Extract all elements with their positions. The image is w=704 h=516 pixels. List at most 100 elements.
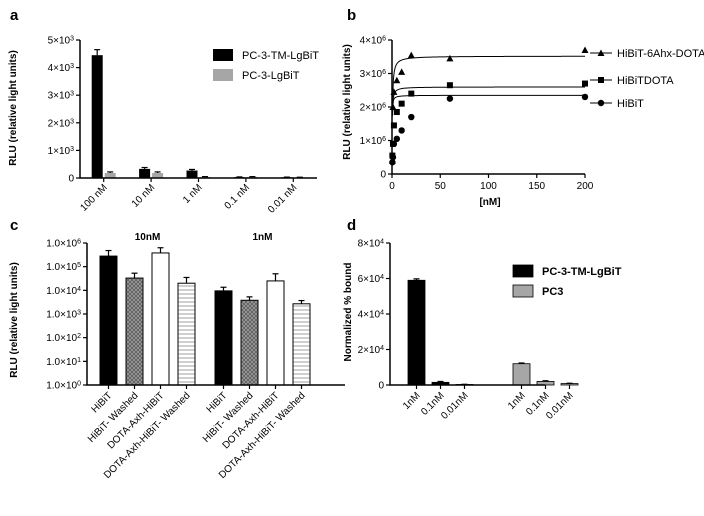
b-point — [408, 90, 415, 97]
c-y-tick-label: 1.0×100 — [46, 380, 81, 392]
svg-text:RLU (relative light units): RLU (relative light units) — [342, 44, 353, 160]
c-y-tick-label: 1.0×106 — [46, 238, 81, 250]
b-y-tick-label: 4×106 — [360, 35, 387, 47]
b-point — [581, 46, 589, 54]
panel-b-axes — [391, 40, 585, 175]
panel-c-axes — [86, 243, 345, 386]
b-point — [446, 54, 454, 62]
b-fit-curve — [391, 86, 585, 116]
b-point — [582, 80, 588, 87]
panel-a: a RLU (relative light units) 0 1×103 2×103… — [8, 7, 319, 216]
b-point — [390, 122, 397, 129]
b-point — [581, 93, 589, 101]
a-y-tick-label: 4×103 — [48, 63, 75, 75]
b-legend-marker — [598, 77, 604, 83]
panel-d-legend: PC-3-TM-LgBiT PC3 — [512, 264, 622, 298]
c-group-label: 10nM — [135, 232, 161, 243]
b-y-tick-label: 0 — [380, 170, 386, 181]
b-legend-marker — [597, 99, 605, 107]
svg-text:Normalized % bound: Normalized % bound — [343, 263, 354, 362]
a-legend-swatch — [213, 49, 233, 61]
panel-c: c RLU (relative light units) 1.0×1001.0×… — [9, 217, 345, 481]
c-bar — [214, 290, 233, 386]
panel-b-letter: b — [347, 7, 356, 24]
d-bar — [512, 363, 531, 386]
panel-a-letter: a — [10, 7, 19, 24]
panel-a-y-label: RLU (relative light units) — [8, 50, 19, 166]
panel-a-axes — [79, 40, 317, 179]
panel-b-x-label: [nM] — [479, 197, 500, 208]
b-y-tick-label: 1×106 — [360, 136, 387, 148]
b-point — [446, 95, 454, 102]
b-point — [393, 109, 400, 116]
b-point — [389, 154, 397, 161]
panel-d: d Normalized % bound 0 2×104 4×104 6×104 8×1… — [343, 217, 622, 422]
a-bar — [186, 170, 198, 178]
c-bar — [240, 299, 259, 386]
d-legend-label: PC-3-TM-LgBiT — [542, 266, 622, 278]
a-bar — [139, 168, 151, 178]
a-x-tick-label: 1 nM — [181, 182, 205, 206]
c-y-tick-label: 1.0×103 — [46, 309, 81, 321]
b-legend-label: HiBiT-6Ahx-DOTA — [617, 48, 704, 60]
b-legend-label: HiBiT — [617, 98, 644, 110]
panel-d-y-label: Normalized % bound — [343, 263, 354, 362]
d-bar — [407, 279, 426, 386]
a-bar — [91, 55, 103, 178]
d-x-tick-label: 0.01nM — [544, 390, 575, 421]
c-y-tick-label: 1.0×102 — [46, 333, 81, 345]
b-point — [407, 51, 415, 59]
d-legend-label: PC3 — [542, 286, 563, 298]
d-y-tick-label: 8×104 — [358, 238, 385, 250]
panel-b-y-label: RLU (relative light units) — [342, 44, 353, 160]
b-point — [398, 68, 406, 75]
b-point — [398, 127, 405, 134]
d-y-tick-label: 4×104 — [358, 309, 385, 321]
a-x-tick-label: 100 nM — [78, 182, 109, 213]
b-point — [408, 113, 415, 121]
a-x-tick-label: 10 nM — [130, 182, 157, 209]
panel-d-axes — [389, 243, 545, 386]
b-y-tick-label: 3×106 — [360, 69, 387, 81]
panel-b-legend: HiBiT-6Ahx-DOTA HiBiTDOTA HiBiT — [590, 48, 704, 110]
b-x-tick-label: 150 — [528, 181, 545, 192]
panel-c-plot: 1.0×100 1.0×101 1.0×102 1.0×103 1.0×104 1.0×1… — [46, 232, 311, 481]
b-point — [393, 76, 401, 84]
d-legend-swatch — [512, 264, 534, 278]
panel-d-letter: d — [347, 217, 356, 234]
a-y-tick-label: 1×103 — [48, 145, 75, 157]
panel-c-y-label: RLU (relative light units) — [9, 262, 20, 378]
c-bar — [99, 255, 118, 386]
a-bar — [104, 173, 116, 178]
a-y-tick-label: 0 — [68, 174, 74, 185]
d-y-tick-label: 0 — [378, 381, 384, 392]
c-bar — [177, 282, 196, 386]
a-bar — [152, 173, 164, 178]
c-y-tick-label: 1.0×104 — [46, 285, 81, 297]
b-point — [398, 100, 405, 107]
b-point — [446, 82, 453, 89]
b-x-tick-label: 200 — [577, 181, 594, 192]
a-y-tick-label: 5×103 — [48, 35, 75, 47]
b-fit-curve — [391, 55, 585, 112]
c-y-tick-label: 1.0×105 — [46, 262, 81, 274]
d-y-tick-label: 2×104 — [358, 345, 385, 357]
b-x-tick-label: 50 — [435, 181, 447, 192]
b-x-tick-label: 0 — [389, 181, 395, 192]
a-x-tick-label: 0.01 nM — [266, 182, 299, 215]
b-fit-curve — [391, 94, 585, 112]
a-legend-swatch — [213, 69, 233, 81]
a-legend-label: PC-3-TM-LgBiT — [242, 50, 319, 62]
a-legend-label: PC-3-LgBiT — [242, 70, 300, 82]
a-y-tick-label: 2×103 — [48, 118, 75, 130]
svg-text:RLU (relative light units): RLU (relative light units) — [9, 262, 20, 378]
c-bar — [151, 252, 170, 386]
panel-b-plot: 0 1×106 2×106 3×106 4×106 0 50 100 150 200 — [360, 35, 594, 192]
c-y-tick-label: 1.0×101 — [46, 356, 81, 368]
b-legend-marker — [597, 49, 605, 56]
a-x-tick-label: 0.1 nM — [223, 182, 252, 211]
b-point — [393, 135, 401, 143]
d-y-tick-label: 6×104 — [358, 274, 385, 286]
panel-a-legend: PC-3-TM-LgBiT PC-3-LgBiT — [213, 49, 319, 82]
